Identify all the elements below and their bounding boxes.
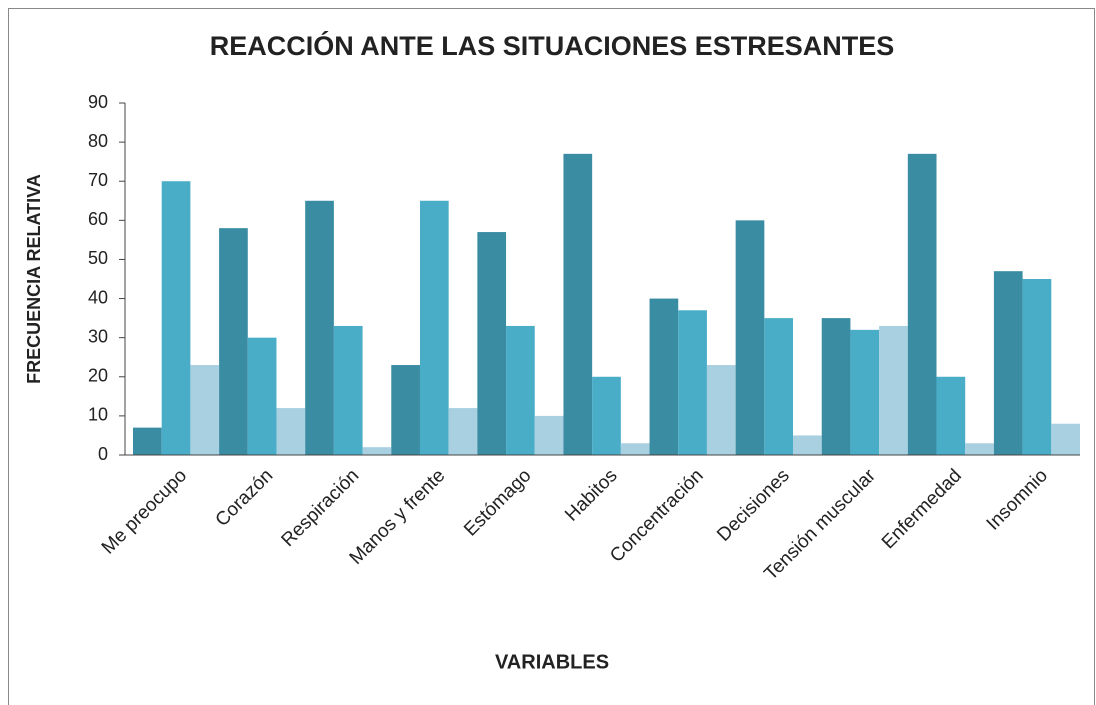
y-tick-label: 30: [88, 326, 108, 346]
bar: [419, 200, 449, 455]
bar: [850, 329, 880, 455]
bar: [362, 447, 392, 455]
y-tick-label: 40: [88, 287, 108, 307]
y-tick-label: 50: [88, 248, 108, 268]
bar: [247, 337, 277, 455]
bar: [993, 271, 1023, 455]
y-tick-label: 0: [98, 444, 108, 464]
bar: [133, 427, 162, 455]
bar: [448, 408, 478, 455]
bar: [678, 310, 707, 455]
bar: [305, 200, 334, 455]
bar: [161, 181, 191, 455]
y-tick-label: 60: [88, 209, 108, 229]
bar: [821, 318, 851, 455]
chart-title: REACCIÓN ANTE LAS SITUACIONES ESTRESANTE…: [210, 30, 895, 61]
bar: [190, 365, 220, 455]
bar: [620, 443, 650, 455]
bar: [649, 298, 679, 455]
y-axis-title: FRECUENCIA RELATIVA: [24, 174, 44, 384]
bar: [1022, 279, 1052, 455]
bar: [563, 153, 593, 455]
bar: [907, 153, 937, 455]
bar: [706, 365, 736, 455]
x-axis-title: VARIABLES: [495, 651, 609, 673]
bar: [534, 415, 564, 455]
y-tick-label: 90: [88, 92, 108, 112]
bar: [506, 325, 535, 455]
bar: [333, 325, 363, 455]
bar: [219, 228, 248, 455]
bar: [592, 376, 621, 455]
y-tick-label: 20: [88, 366, 108, 386]
bar: [764, 318, 794, 455]
bar: [793, 435, 822, 455]
y-tick-label: 10: [88, 405, 108, 425]
bar: [965, 443, 994, 455]
bar: [1051, 423, 1080, 455]
bar: [879, 325, 908, 455]
y-tick-label: 80: [88, 131, 108, 151]
y-tick-label: 70: [88, 170, 108, 190]
bar: [391, 365, 420, 455]
bar: [735, 220, 765, 455]
bar: [936, 376, 966, 455]
bar: [276, 408, 306, 455]
bar: [477, 232, 507, 455]
